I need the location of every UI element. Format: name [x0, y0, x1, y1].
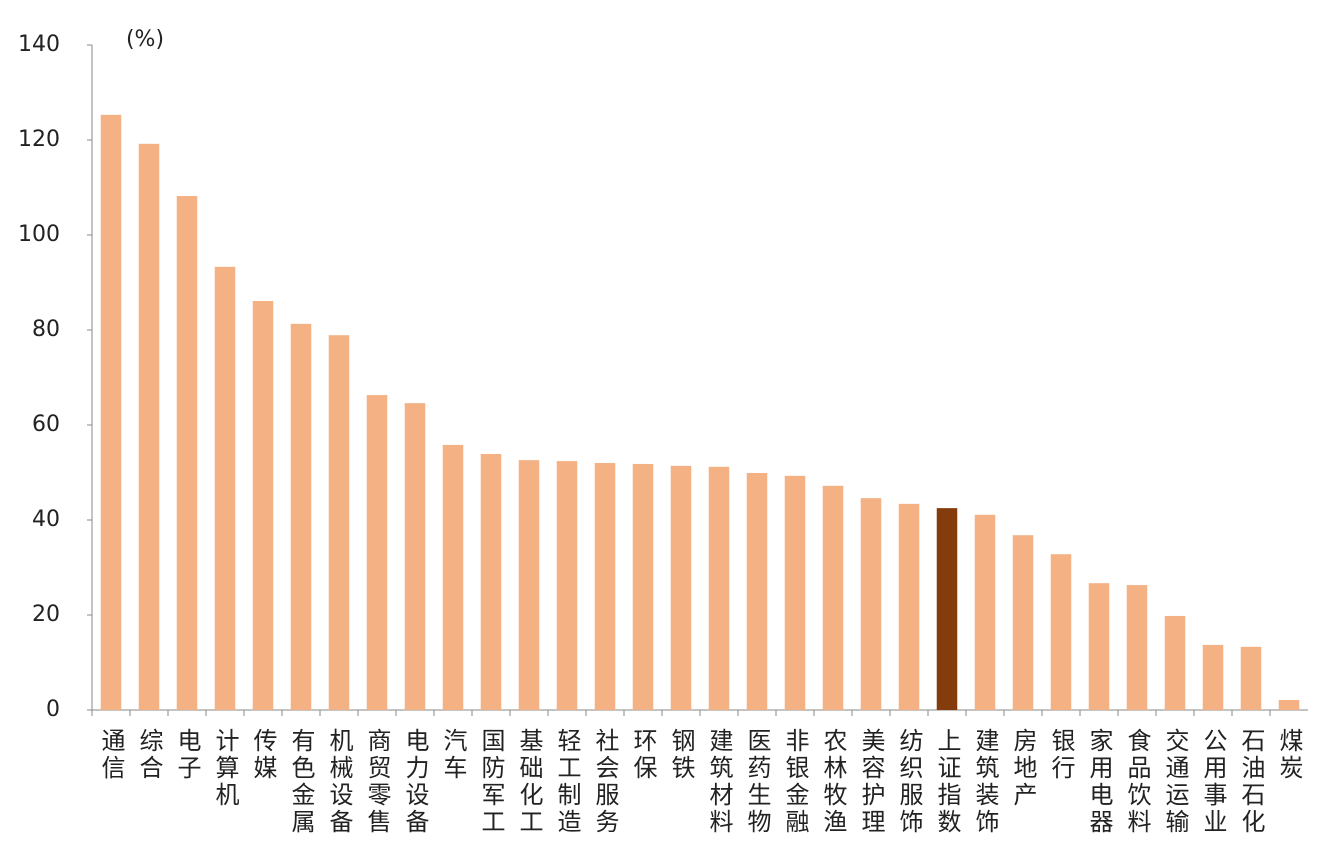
- y-axis-label: (%): [126, 27, 164, 52]
- x-tick-label: 建筑材料: [705, 728, 733, 836]
- bar: [404, 403, 426, 710]
- x-tick-label: 石油石化: [1237, 728, 1265, 836]
- y-tick-label: 60: [32, 412, 60, 437]
- bar: [252, 301, 274, 710]
- x-tick-label: 建筑装饰: [971, 728, 999, 836]
- x-tick-label: 社会服务: [591, 728, 619, 836]
- bar: [746, 472, 768, 710]
- bar: [1126, 585, 1148, 710]
- bar: [138, 143, 160, 711]
- x-tick-label: 有色金属: [287, 728, 315, 836]
- x-tick-label: 电力设备: [401, 728, 429, 836]
- x-tick-label: 美容护理: [857, 728, 885, 836]
- x-tick-label: 汽车: [439, 728, 467, 782]
- x-tick-label: 食品饮料: [1123, 728, 1151, 836]
- x-tick-label: 轻工制造: [553, 728, 581, 836]
- x-tick-label: 基础化工: [515, 728, 543, 836]
- x-tick-label: 上证指数: [933, 728, 961, 836]
- x-tick-label: 综合: [135, 728, 163, 782]
- x-tick-label: 环保: [629, 728, 657, 782]
- x-tick-label: 医药生物: [743, 728, 771, 836]
- bar: [480, 453, 502, 710]
- x-tick-label: 非银金融: [781, 728, 809, 836]
- x-tick-label: 纺织服饰: [895, 728, 923, 836]
- x-tick-label: 电子: [173, 728, 201, 782]
- bar: [1278, 700, 1300, 710]
- bar: [290, 323, 312, 710]
- y-tick-label: 0: [46, 697, 60, 722]
- x-tick-label: 传媒: [249, 728, 277, 782]
- bar: [1164, 615, 1186, 710]
- bar: [1088, 583, 1110, 710]
- x-tick-label: 国防军工: [477, 728, 505, 836]
- bar: [1012, 535, 1034, 710]
- y-tick-label: 120: [18, 127, 60, 152]
- bar: [632, 463, 654, 710]
- x-tick-label: 银行: [1047, 728, 1075, 782]
- bar: [328, 335, 350, 710]
- bar: [898, 503, 920, 710]
- x-tick-label: 通信: [97, 728, 125, 782]
- bar: [442, 444, 464, 710]
- x-tick-label: 煤炭: [1275, 728, 1303, 782]
- x-tick-label: 商贸零售: [363, 728, 391, 836]
- x-tick-label: 机械设备: [325, 728, 353, 836]
- bar: [708, 466, 730, 710]
- x-tick-label: 钢铁: [667, 728, 695, 782]
- y-tick-label: 80: [32, 317, 60, 342]
- x-tick-label: 计算机: [211, 728, 239, 809]
- bar: [1202, 644, 1224, 710]
- bar: [594, 463, 616, 710]
- y-tick-label: 20: [32, 602, 60, 627]
- x-tick-label: 交通运输: [1161, 728, 1189, 836]
- bar: [860, 498, 882, 710]
- y-tick-label: 140: [18, 32, 60, 57]
- bar: [670, 465, 692, 710]
- bar: [100, 114, 122, 710]
- bar: [518, 460, 540, 710]
- bar: [1050, 554, 1072, 710]
- bar: [214, 266, 236, 710]
- y-tick-label: 100: [18, 222, 60, 247]
- x-tick-label: 房地产: [1009, 728, 1037, 809]
- bar: [1240, 646, 1262, 710]
- bar: [784, 475, 806, 710]
- bar: [822, 485, 844, 710]
- x-tick-label: 公用事业: [1199, 728, 1227, 836]
- bar: [366, 395, 388, 710]
- bar: [936, 508, 958, 710]
- bar: [974, 514, 996, 710]
- bar: [176, 196, 198, 711]
- y-tick-label: 40: [32, 507, 60, 532]
- x-tick-label: 家用电器: [1085, 728, 1113, 836]
- x-tick-label: 农林牧渔: [819, 728, 847, 836]
- bar: [556, 461, 578, 710]
